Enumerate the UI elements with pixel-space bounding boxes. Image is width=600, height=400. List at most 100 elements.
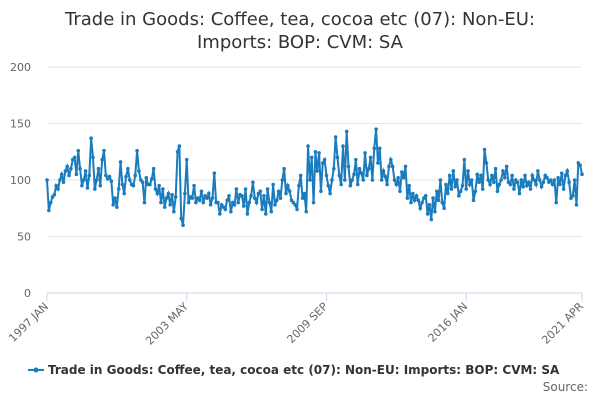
data-point [194,200,198,205]
data-point [381,169,386,173]
data-point [400,170,404,174]
data-point [102,148,106,153]
data-point [425,212,430,216]
data-point [265,187,270,191]
data-point [475,172,480,177]
data-point [442,206,446,211]
data-point [460,183,465,188]
data-point [247,200,252,205]
data-point [142,200,147,205]
data-point [212,171,217,176]
data-point [392,178,397,182]
x-tick-label: 1997 JAN [6,300,51,345]
x-tick-label: 2021 APR [539,300,586,347]
data-point [269,209,274,214]
data-point [563,173,568,178]
data-point [107,174,112,179]
data-point [83,169,88,173]
data-point [225,198,229,203]
data-point [275,198,279,203]
data-point [457,194,461,198]
data-point [127,178,132,182]
data-point [249,194,253,198]
data-point [495,189,500,194]
data-point [98,183,103,188]
data-point [447,173,452,178]
data-point [241,204,246,208]
data-point [350,178,354,182]
data-point [116,187,121,191]
data-point [339,182,343,187]
data-point [89,136,93,140]
data-point [333,135,338,139]
data-point [423,194,428,198]
data-point [155,191,160,196]
data-point [515,180,520,185]
data-point [429,217,434,222]
data-point [473,189,478,194]
data-point [521,184,525,189]
data-point [162,205,167,209]
data-point [80,183,84,188]
data-point [567,180,571,185]
data-point [403,164,408,169]
data-point [94,178,99,182]
data-point [45,178,49,182]
data-point [173,195,178,199]
data-point [523,173,527,178]
data-point [298,173,303,178]
data-point [313,149,318,154]
data-point [541,180,546,185]
data-point [398,189,402,194]
data-point [335,155,340,160]
data-point [240,194,244,198]
data-point [76,148,81,153]
data-point [190,196,195,200]
data-point [477,180,481,185]
data-point [205,196,209,200]
data-point [449,187,454,191]
data-point [453,184,457,189]
data-point [59,172,64,177]
data-point [295,207,299,212]
data-point [206,191,211,196]
data-point [414,194,419,198]
data-point [346,164,351,169]
data-point [170,192,174,197]
y-tick-label: 150 [10,118,31,131]
data-point [126,166,130,171]
data-point [81,178,86,182]
data-point [258,189,263,194]
data-point [357,166,362,171]
data-point [87,173,92,178]
data-point [554,200,559,205]
data-point [480,187,485,191]
data-point [276,189,281,194]
data-point [100,157,104,162]
data-point [159,200,163,205]
data-point [113,196,117,200]
data-point [361,178,366,182]
data-point [131,183,136,188]
data-point [149,177,154,181]
data-point [67,173,71,178]
data-point [534,182,538,187]
data-point [407,183,411,188]
data-point [526,180,531,185]
data-point [512,187,516,191]
data-point [320,161,325,165]
data-point [223,207,228,212]
data-point [115,205,119,209]
data-point [556,175,560,180]
data-point [528,187,533,191]
data-point [418,206,423,211]
data-point [499,178,503,182]
data-point [343,178,347,182]
data-point [304,209,309,214]
data-point [552,178,557,182]
data-point [330,178,334,182]
data-point [468,182,472,187]
data-point [140,180,145,185]
data-point [317,151,321,155]
